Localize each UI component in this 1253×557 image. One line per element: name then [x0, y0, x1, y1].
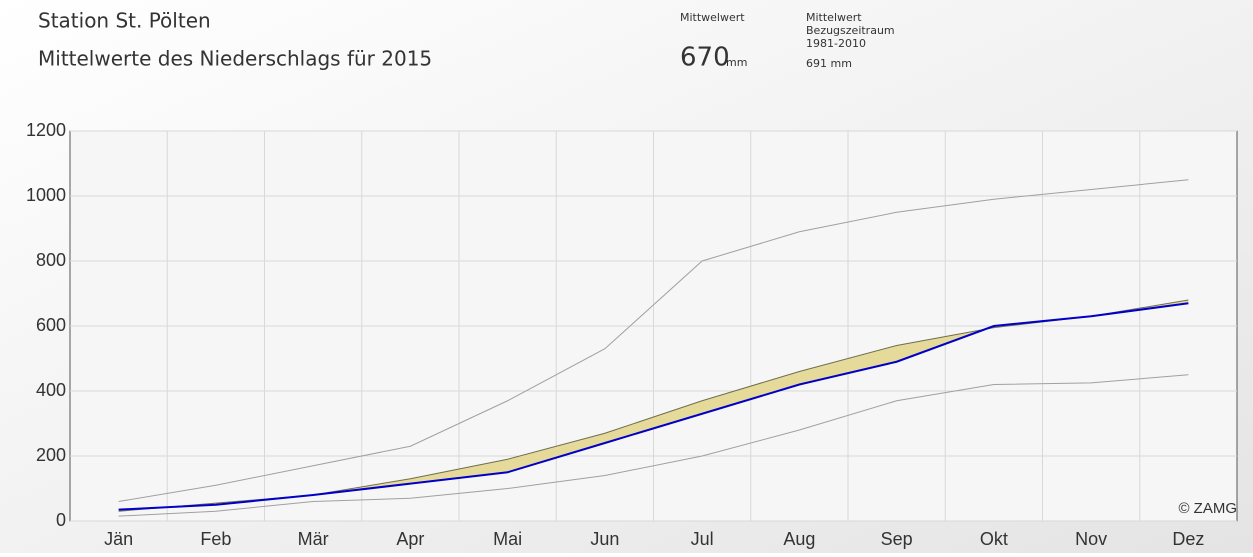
y-tick-label: 0 — [56, 510, 66, 530]
y-tick-label: 200 — [36, 445, 66, 465]
x-tick-label: Apr — [396, 529, 424, 549]
annotation: © ZAMG — [1178, 500, 1237, 517]
x-tick-label: Dez — [1172, 529, 1204, 549]
x-tick-label: Aug — [783, 529, 815, 549]
y-tick-label: 400 — [36, 380, 66, 400]
y-tick-label: 1000 — [26, 185, 66, 205]
x-tick-label: Mär — [298, 529, 329, 549]
x-tick-label: Jul — [691, 529, 714, 549]
summary-label: Mittwelwert — [680, 11, 745, 24]
summary-unit: mm — [726, 56, 747, 69]
chart-subtitle: Mittelwerte des Niederschlags für 2015 — [38, 47, 432, 71]
series-line — [118, 179, 1189, 502]
x-tick-label: Feb — [200, 529, 231, 549]
x-tick-label: Nov — [1075, 529, 1107, 549]
reference-value: 691 mm — [806, 57, 852, 70]
series-line — [118, 302, 1189, 511]
x-tick-label: Sep — [881, 529, 913, 549]
x-tick-label: Mai — [493, 529, 522, 549]
x-tick-label: Jun — [590, 529, 619, 549]
reference-period: 1981-2010 — [806, 37, 866, 50]
reference-period-label: Bezugszeitraum — [806, 24, 895, 37]
x-tick-label: Okt — [980, 529, 1008, 549]
y-tick-label: 1200 — [26, 120, 66, 140]
chart-title: Station St. Pölten — [38, 9, 211, 33]
y-tick-label: 800 — [36, 250, 66, 270]
y-tick-label: 600 — [36, 315, 66, 335]
x-tick-label: Jän — [104, 529, 133, 549]
summary-value: 670 — [680, 43, 730, 73]
reference-label: Mittelwert — [806, 11, 862, 24]
series-line — [118, 374, 1189, 517]
